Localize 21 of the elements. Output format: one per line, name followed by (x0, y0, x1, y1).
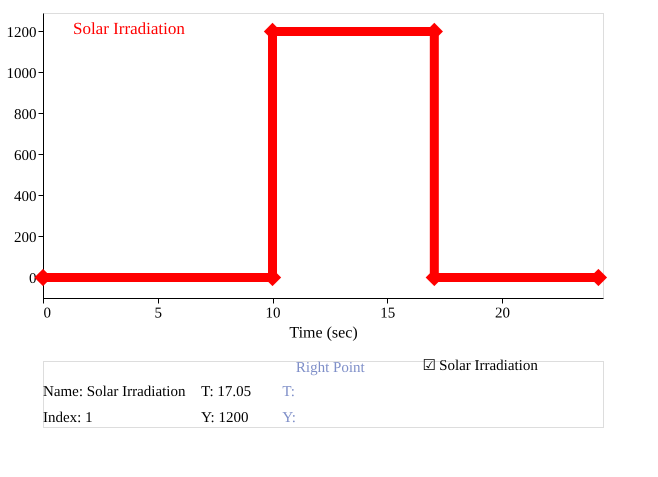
text: Y: (282, 410, 296, 426)
text: Y: 1200 (201, 410, 248, 426)
text: Index: 1 (43, 410, 93, 426)
text: Name: Solar Irradiation (43, 384, 186, 400)
text: Solar Irradiation (73, 19, 186, 38)
y-tick-label: 600 (14, 148, 36, 164)
text: Right Point (296, 360, 366, 376)
y-tick-label: 800 (14, 106, 36, 123)
x-tick-label: 0 (44, 306, 51, 322)
y-tick-label: 400 (14, 188, 36, 205)
x-tick-label: 5 (154, 306, 162, 322)
y-tick-label: 1200 (6, 24, 36, 41)
x-axis-title: Time (sec) (289, 324, 358, 342)
y-tick-label: 1000 (6, 66, 36, 82)
y-tick-label: 200 (14, 230, 36, 246)
x-tick-label: 10 (266, 306, 281, 322)
x-tick-label: 15 (380, 306, 396, 322)
x-tick-label: 20 (495, 306, 510, 322)
text: T: (282, 384, 295, 400)
text: ☑ Solar Irradiation (422, 358, 538, 374)
text: T: 17.05 (201, 384, 252, 400)
